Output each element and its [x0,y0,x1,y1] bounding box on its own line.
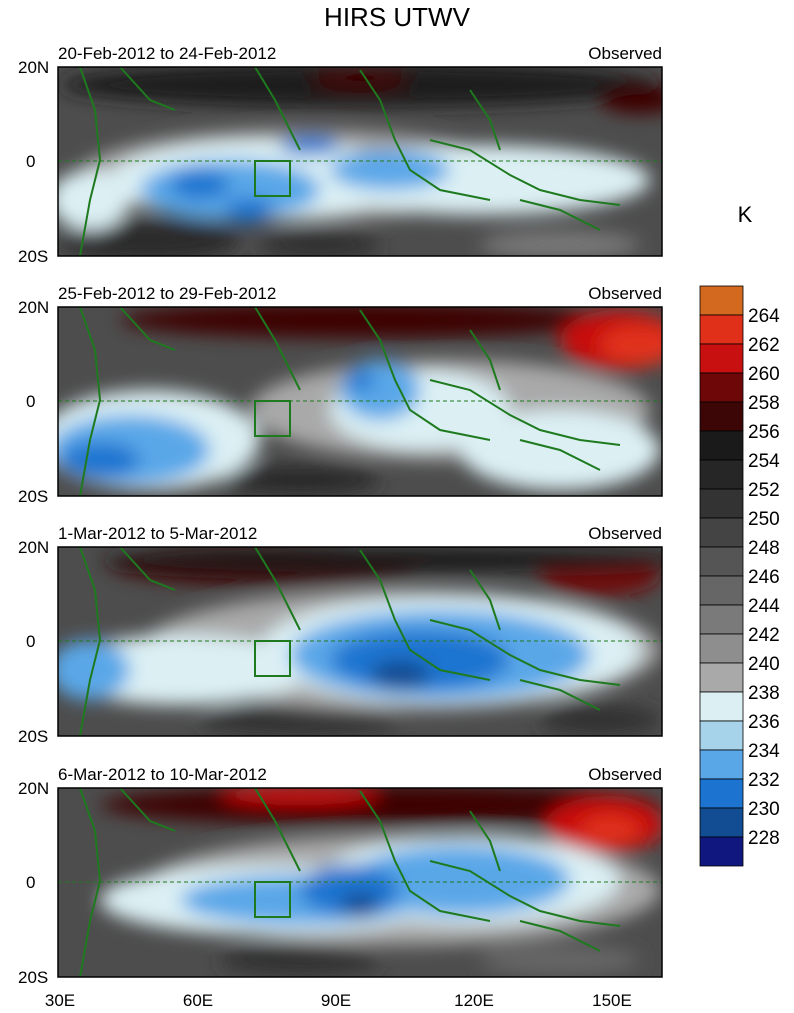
colorbar-label: 252 [748,480,780,501]
coastlines [79,67,621,256]
colorbar-swatch [699,778,744,809]
colorbar-swatch [699,285,744,316]
unit-label: K [738,202,753,227]
colorbar-label: 230 [748,799,780,820]
colorbar-label: 232 [748,770,780,791]
colorbar-swatch [699,662,744,693]
colorbar-swatch [699,575,744,606]
panel-date-label: 1-Mar-2012 to 5-Mar-2012 [58,524,257,543]
colorbar-label: 228 [748,828,780,849]
colorbar-swatch [699,372,744,403]
lon-tick-label: 90E [321,991,351,1010]
lat-tick-label: 0 [26,873,35,892]
panel-date-label: 6-Mar-2012 to 10-Mar-2012 [58,765,267,784]
colorbar-label: 262 [748,335,780,356]
map-panel-1: 20-Feb-2012 to 24-Feb-2012 Observed [18,44,663,266]
lat-tick-label: 0 [26,152,35,171]
colorbar-label: 234 [748,741,780,762]
colorbar-label: 256 [748,422,780,443]
map-panel-3: 1-Mar-2012 to 5-Mar-2012 Observed [18,524,663,746]
colorbar-swatch [699,749,744,780]
map-panel-2: 25-Feb-2012 to 29-Feb-2012 Observed [18,284,663,506]
colorbar-swatch [699,343,744,374]
lon-axis: 30E 60E 90E 120E 150E [45,991,632,1010]
colorbar-swatch [699,459,744,490]
colorbar-label: 260 [748,364,780,385]
panel-observed-label: Observed [588,765,662,784]
colorbar-label: 248 [748,538,780,559]
lon-tick-label: 120E [454,991,494,1010]
colorbar-swatch [699,488,744,519]
colorbar-label: 264 [748,306,780,327]
colorbar-label: 242 [748,625,780,646]
coastlines [79,307,621,496]
colorbar-swatch [699,604,744,635]
field-contours [58,307,662,496]
lat-tick-label: 20N [18,58,49,77]
colorbar-swatch [699,720,744,751]
coastlines [79,788,621,977]
colorbar-swatch [699,633,744,664]
lon-tick-label: 60E [183,991,213,1010]
lat-tick-label: 20S [18,247,48,266]
lat-tick-label: 0 [26,392,35,411]
lat-tick-label: 20S [18,487,48,506]
lat-tick-label: 20N [18,538,49,557]
map-panel-4: 6-Mar-2012 to 10-Mar-2012 Observed [18,765,663,987]
colorbar-swatch [699,430,744,461]
colorbar-swatch [699,401,744,432]
box-region [254,400,291,437]
box-region [254,881,291,918]
lat-tick-label: 20N [18,298,49,317]
lat-tick-label: 20S [18,968,48,987]
panel-date-label: 25-Feb-2012 to 29-Feb-2012 [58,284,276,303]
colorbar-swatch [699,691,744,722]
colorbar-swatch [699,836,744,867]
colorbar-swatch [699,807,744,838]
colorbar-swatch [699,314,744,345]
lon-tick-label: 150E [592,991,632,1010]
lat-tick-label: 20S [18,727,48,746]
colorbar-label: 238 [748,683,780,704]
panel-date-label: 20-Feb-2012 to 24-Feb-2012 [58,44,276,63]
field-contours [58,788,662,977]
panel-observed-label: Observed [588,284,662,303]
colorbar-label: 250 [748,509,780,530]
lat-tick-label: 0 [26,632,35,651]
panel-observed-label: Observed [588,44,662,63]
colorbar-label: 244 [748,596,780,617]
box-region [254,640,291,677]
lon-tick-label: 30E [45,991,75,1010]
colorbar-label: 254 [748,451,780,472]
figure-title: HIRS UTWV [324,2,470,32]
colorbar-swatch [699,546,744,577]
colorbar-label: 236 [748,712,780,733]
colorbar-swatch [699,517,744,548]
colorbar-label: 246 [748,567,780,588]
colorbar: 264 262 260 258 256 254 252 250 248 246 244 242 240 2… [699,285,780,867]
colorbar-label: 240 [748,654,780,675]
colorbar-label: 258 [748,393,780,414]
lat-tick-label: 20N [18,779,49,798]
box-region [254,160,291,197]
panel-observed-label: Observed [588,524,662,543]
coastlines [79,547,621,736]
